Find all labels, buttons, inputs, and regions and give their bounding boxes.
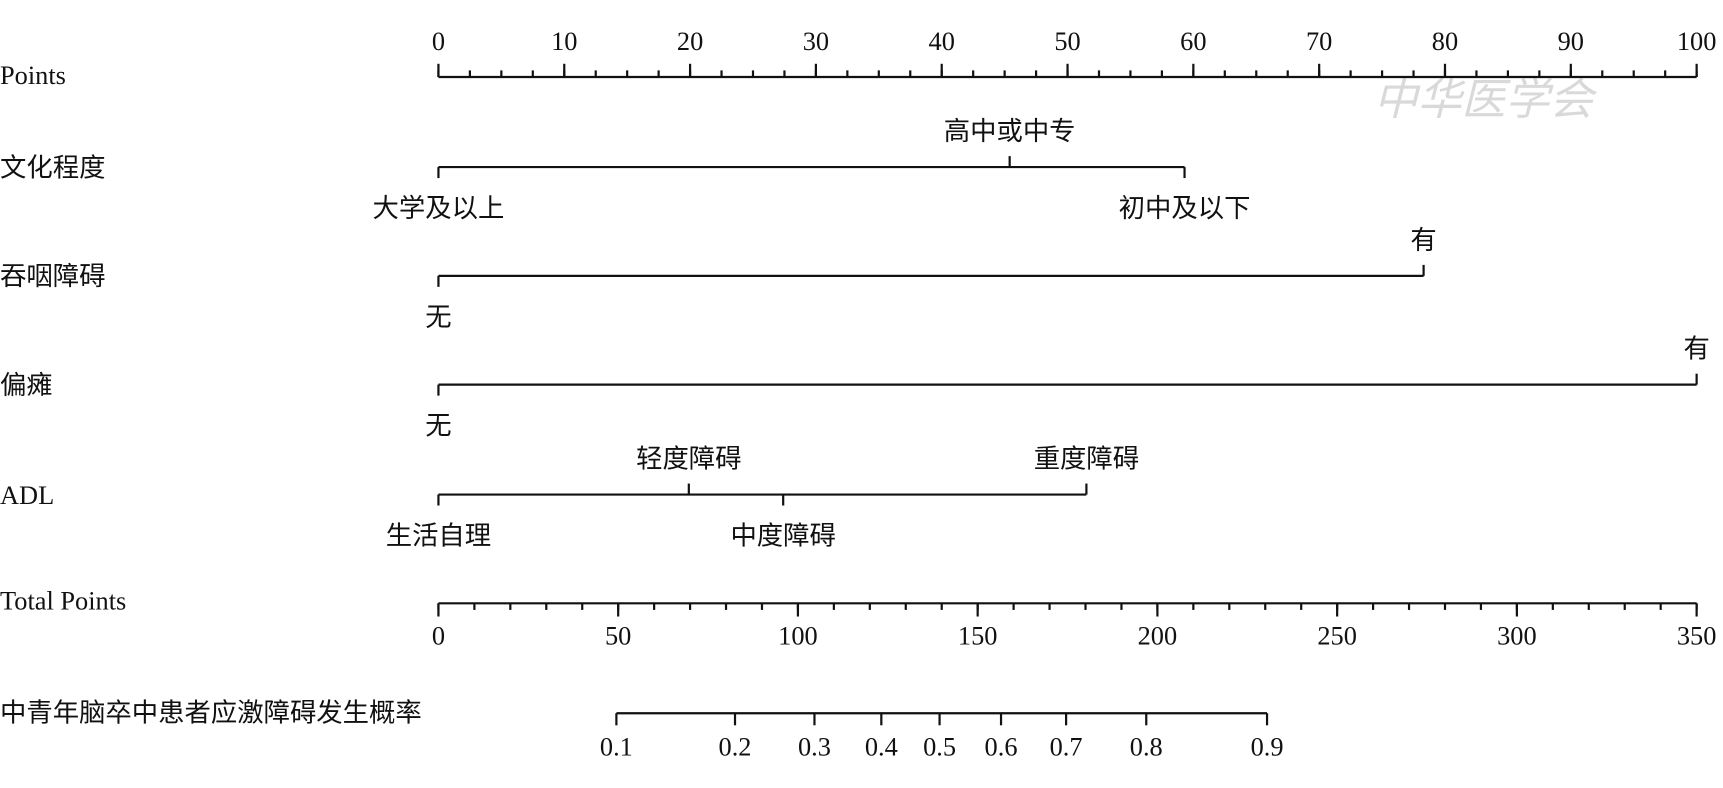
tick-label: 350 bbox=[1677, 622, 1717, 651]
row-label: 偏瘫 bbox=[0, 371, 53, 400]
level-label: 初中及以下 bbox=[1119, 194, 1251, 223]
row-label: ADL bbox=[0, 481, 54, 510]
level-label: 中度障碍 bbox=[730, 522, 835, 551]
level-label: 轻度障碍 bbox=[636, 445, 741, 474]
tick-label: 10 bbox=[551, 27, 577, 56]
watermark: 中华医学会 bbox=[1374, 76, 1598, 125]
tick-label: 100 bbox=[778, 622, 818, 651]
level-label: 有 bbox=[1410, 226, 1436, 255]
tick-label: 60 bbox=[1180, 27, 1206, 56]
tick-label: 0.8 bbox=[1130, 733, 1163, 762]
row-label: 吞咽障碍 bbox=[0, 262, 105, 291]
tick-label: 50 bbox=[605, 622, 631, 651]
level-label: 有 bbox=[1683, 335, 1709, 364]
tick-label: 0.3 bbox=[798, 733, 831, 762]
tick-label: 20 bbox=[677, 27, 703, 56]
tick-label: 150 bbox=[958, 622, 998, 651]
row-label: 文化程度 bbox=[0, 153, 105, 182]
level-label: 无 bbox=[425, 412, 451, 441]
tick-label: 300 bbox=[1497, 622, 1537, 651]
tick-label: 0 bbox=[432, 27, 445, 56]
tick-label: 0 bbox=[432, 622, 445, 651]
tick-label: 80 bbox=[1432, 27, 1458, 56]
tick-label: 40 bbox=[929, 27, 955, 56]
tick-label: 70 bbox=[1306, 27, 1332, 56]
tick-label: 0.9 bbox=[1251, 733, 1284, 762]
tick-label: 100 bbox=[1677, 27, 1717, 56]
level-label: 高中或中专 bbox=[944, 117, 1076, 146]
tick-label: 250 bbox=[1317, 622, 1357, 651]
tick-label: 0.6 bbox=[985, 733, 1018, 762]
tick-label: 90 bbox=[1558, 27, 1584, 56]
tick-label: 0.7 bbox=[1050, 733, 1083, 762]
level-label: 无 bbox=[425, 303, 451, 332]
row-label: Total Points bbox=[0, 586, 126, 615]
row-label: 中青年脑卒中患者应激障碍发生概率 bbox=[0, 698, 422, 727]
tick-label: 200 bbox=[1138, 622, 1178, 651]
tick-label: 0.5 bbox=[923, 733, 956, 762]
tick-label: 0.4 bbox=[865, 733, 898, 762]
level-label: 大学及以上 bbox=[373, 194, 505, 223]
level-label: 生活自理 bbox=[386, 522, 491, 551]
row-label: Points bbox=[0, 61, 66, 90]
tick-label: 0.1 bbox=[600, 733, 633, 762]
tick-label: 0.2 bbox=[719, 733, 752, 762]
level-label: 重度障碍 bbox=[1034, 445, 1139, 474]
tick-label: 30 bbox=[803, 27, 829, 56]
tick-label: 50 bbox=[1054, 27, 1080, 56]
